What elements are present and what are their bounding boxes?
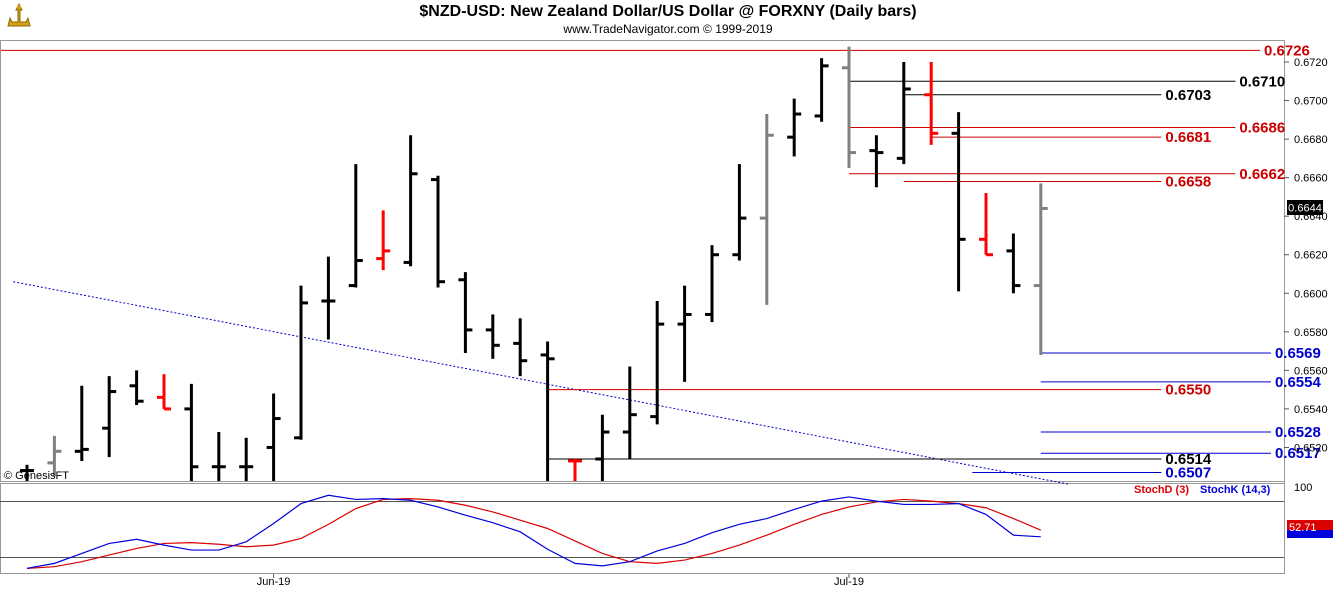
last-price-box [1287, 200, 1323, 215]
y-tick-label: 0.6660 [1294, 173, 1328, 185]
y-tick-label: 0.6580 [1294, 327, 1328, 339]
ohlc-bar [47, 435, 62, 477]
legend-stochk: StochK (14,3) [1200, 484, 1271, 496]
ohlc-bar [485, 314, 500, 359]
x-tick-label: Jul-19 [834, 576, 864, 588]
ohlc-bar [266, 393, 281, 481]
chart-header: $NZD-USD: New Zealand Dollar/US Dollar @… [0, 0, 1336, 40]
ohlc-bar [294, 285, 308, 440]
ohlc-bar [513, 318, 528, 377]
stoch-last-box-k [1287, 530, 1333, 538]
ohlc-bar [595, 414, 610, 481]
ohlc-bar [376, 210, 391, 271]
stochk-series-line [26, 494, 1041, 569]
ohlc-bar [348, 164, 363, 288]
ohlc-bar [568, 459, 582, 481]
ohlc-bar [321, 256, 336, 340]
ohlc-bar [924, 62, 939, 145]
level-label-0.6658: 0.6658 [1165, 173, 1211, 190]
ohlc-bar [787, 98, 802, 157]
ohlc-bar [705, 245, 719, 323]
stoch-tick-100: 100 [1294, 482, 1312, 494]
ohlc-bar [622, 366, 637, 460]
ohlc-bar [814, 58, 829, 122]
ohlc-bar [157, 374, 171, 411]
legend-stochd: StochD (3) [1134, 484, 1189, 496]
ohlc-bar [211, 432, 226, 481]
level-label-0.6528: 0.6528 [1275, 424, 1321, 441]
level-label-0.6681: 0.6681 [1165, 129, 1211, 146]
ohlc-bar [403, 135, 418, 267]
ohlc-bar [540, 341, 555, 481]
price-panel-frame [0, 40, 1285, 482]
ohlc-bar [1006, 233, 1021, 294]
ohlc-bar [979, 193, 993, 257]
moving-average-line [13, 281, 1069, 485]
y-tick-label: 0.6700 [1294, 96, 1328, 108]
level-label-0.6726: 0.6726 [1264, 42, 1310, 59]
stoch-last-value: 52.71 [1289, 522, 1317, 534]
stoch-panel-frame [0, 483, 1285, 574]
level-label-0.6662: 0.6662 [1239, 166, 1285, 183]
chart-title: $NZD-USD: New Zealand Dollar/US Dollar @… [419, 3, 917, 20]
level-label-0.6686: 0.6686 [1239, 120, 1285, 137]
ohlc-bar [458, 272, 473, 354]
last-price-label: 0.6644 [1288, 203, 1322, 215]
chart-subtitle: www.TradeNavigator.com © 1999-2019 [563, 22, 773, 36]
ohlc-bar [896, 62, 911, 165]
ohlc-bar [759, 114, 774, 305]
ohlc-bar [732, 164, 747, 261]
ohlc-bar [951, 112, 966, 292]
ohlc-bar [1033, 183, 1048, 355]
level-label-0.6507: 0.6507 [1165, 465, 1211, 482]
y-tick-label: 0.6540 [1294, 404, 1328, 416]
x-tick-label: Jun-19 [257, 576, 291, 588]
y-tick-label: 0.6620 [1294, 250, 1328, 262]
genesis-watermark: © GenesisFT [4, 470, 69, 482]
level-label-0.6514: 0.6514 [1165, 451, 1212, 468]
y-tick-label: 0.6680 [1294, 134, 1328, 146]
ohlc-bar [74, 385, 89, 461]
level-label-0.6710: 0.6710 [1239, 73, 1285, 90]
y-tick-label: 0.6600 [1294, 288, 1328, 300]
y-tick-label: 0.6560 [1294, 365, 1328, 377]
ohlc-bar [20, 464, 34, 481]
y-tick-label: 0.6520 [1294, 442, 1328, 454]
level-label-0.6569: 0.6569 [1275, 345, 1321, 362]
ohlc-bar [129, 370, 144, 406]
ohlc-bar [102, 376, 117, 458]
ohlc-bar [677, 285, 692, 382]
ohlc-bar [184, 383, 199, 481]
ohlc-bar [650, 300, 665, 425]
tradenavigator-logo-icon [7, 2, 31, 27]
ohlc-bar [431, 175, 445, 288]
ohlc-bar [869, 135, 884, 188]
level-label-0.6554: 0.6554 [1275, 374, 1322, 391]
level-label-0.6703: 0.6703 [1165, 87, 1211, 104]
stochd-series-line [26, 498, 1042, 569]
level-label-0.6517: 0.6517 [1275, 445, 1321, 462]
y-tick-label: 0.6720 [1294, 57, 1328, 69]
ohlc-bar [842, 46, 856, 168]
ohlc-bar [239, 437, 254, 481]
level-label-0.6550: 0.6550 [1165, 382, 1211, 399]
